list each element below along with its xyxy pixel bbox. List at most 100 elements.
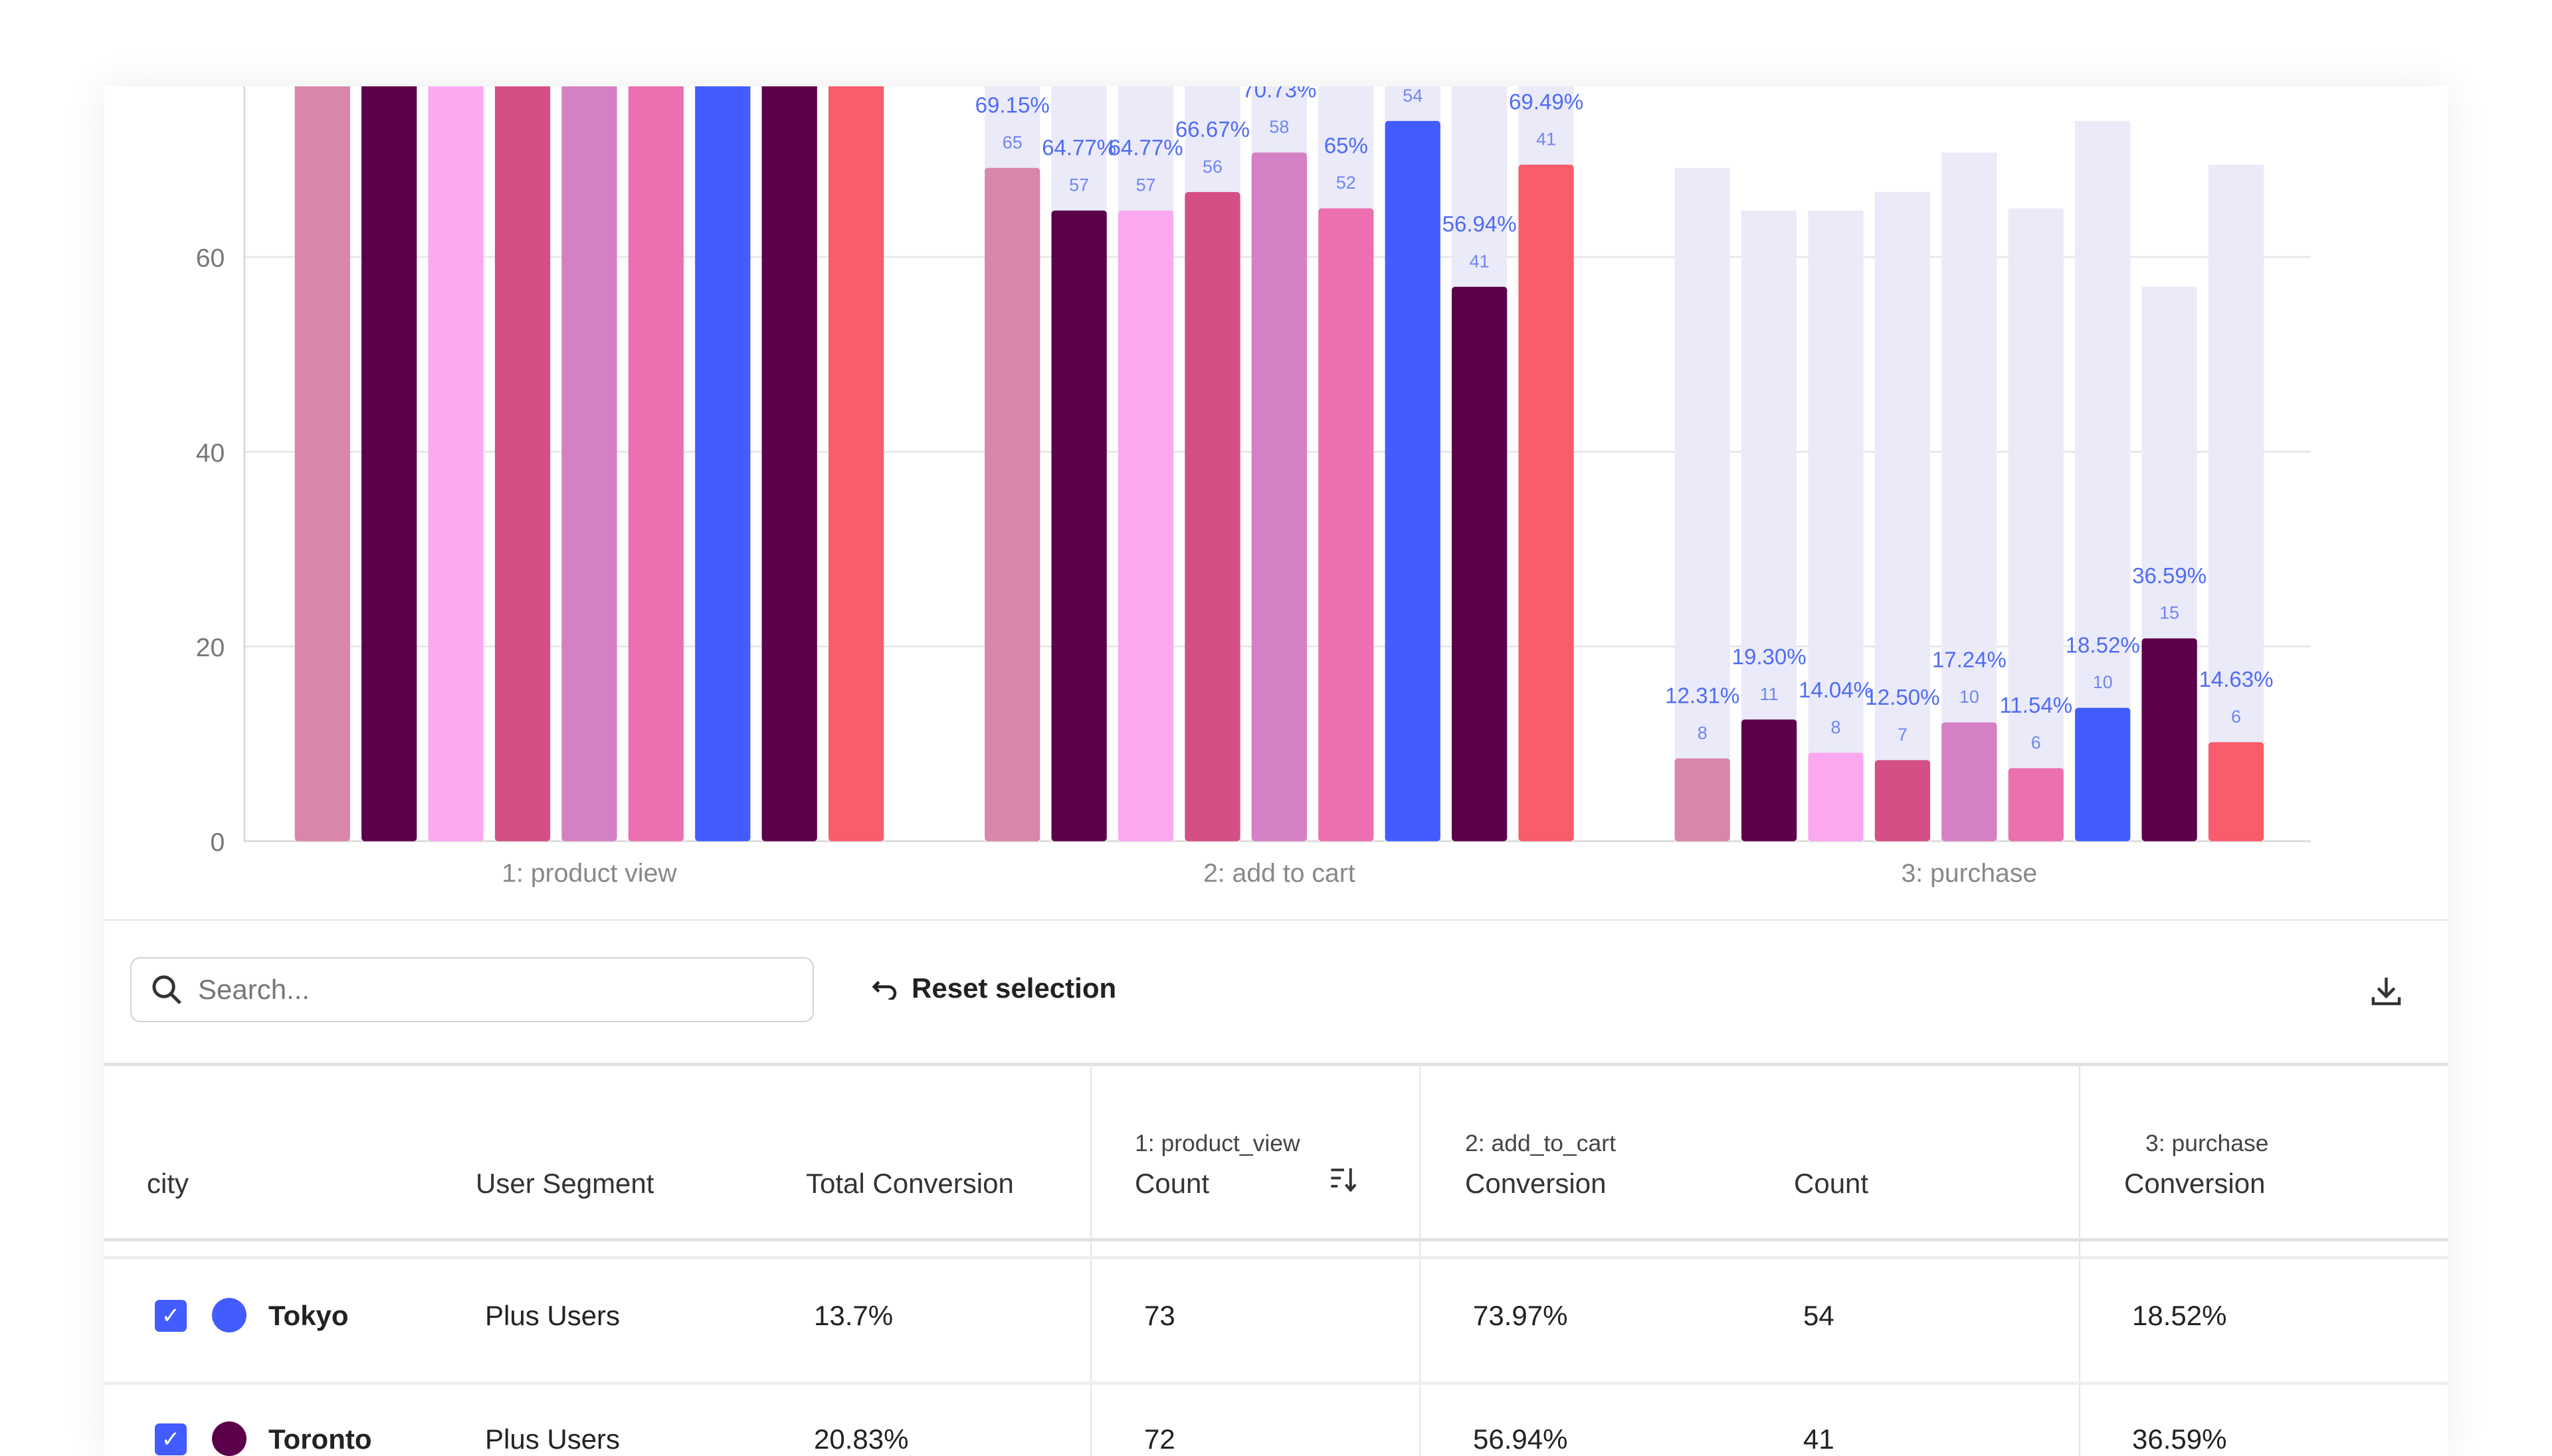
- bar: [1051, 211, 1107, 842]
- bar: [985, 167, 1040, 842]
- table-top-border: [104, 1063, 2448, 1066]
- segment-cell: Plus Users: [485, 1423, 621, 1455]
- bar: [2075, 707, 2131, 842]
- y-tick-label: 0: [211, 828, 225, 857]
- row-checkbox[interactable]: ✓: [155, 1423, 187, 1455]
- count-label: 58: [1269, 117, 1289, 137]
- count-label: 57: [1136, 175, 1156, 195]
- bar: [1741, 719, 1797, 842]
- bar: [628, 86, 684, 842]
- total-cell: 13.7%: [814, 1300, 894, 1331]
- conversion-label: 12.50%: [1865, 685, 1939, 710]
- series-color-dot: [212, 1298, 246, 1332]
- bar: [1318, 208, 1374, 842]
- count-label: 41: [1536, 129, 1556, 149]
- c1-cell: 72: [1144, 1423, 1175, 1455]
- group-header-product-view: 1: product_view: [1135, 1130, 1300, 1156]
- conversion-label: 12.31%: [1665, 683, 1739, 708]
- previous-step-bar: [1874, 192, 1931, 842]
- count-label: 15: [2159, 603, 2179, 623]
- funnel-card: 0 20 40 60 1: product view 2: add to cart 69.1…: [104, 86, 2448, 1456]
- download-icon[interactable]: [2370, 974, 2403, 1007]
- bar: [2208, 742, 2264, 842]
- conversion-label: 66.67%: [1175, 118, 1250, 142]
- column-header-conversion-3[interactable]: Conversion: [2124, 1168, 2266, 1199]
- conv3-cell: 18.52%: [2132, 1300, 2227, 1331]
- previous-step-bar: [2008, 208, 2064, 842]
- conversion-label: 70.73%: [1242, 86, 1316, 102]
- count-label: 65: [1003, 132, 1023, 152]
- conversion-label: 14.04%: [1799, 678, 1873, 703]
- group-header-purchase: 3: purchase: [2145, 1130, 2269, 1156]
- column-header-user-segment[interactable]: User Segment: [476, 1168, 654, 1199]
- row-border: [104, 1382, 2448, 1385]
- bar: [1185, 192, 1240, 842]
- column-divider: [1419, 1063, 1421, 1456]
- row-border: [104, 1256, 2448, 1259]
- bar: [828, 86, 884, 842]
- city-cell: Toronto: [268, 1423, 372, 1455]
- row-checkbox[interactable]: ✓: [155, 1300, 187, 1332]
- conversion-label: 18.52%: [2066, 633, 2140, 658]
- search-input[interactable]: [197, 973, 784, 1006]
- column-divider: [1090, 1063, 1092, 1456]
- count-label: 6: [2231, 707, 2241, 727]
- conv3-cell: 36.59%: [2132, 1423, 2227, 1455]
- count-label: 7: [1898, 725, 1908, 745]
- sort-descending-icon[interactable]: [1329, 1165, 1359, 1194]
- count-label: 57: [1069, 175, 1089, 195]
- reset-selection-label: Reset selection: [912, 972, 1117, 1004]
- conversion-label: 69.49%: [1509, 90, 1583, 115]
- conversion-label: 11.54%: [1999, 693, 2072, 718]
- bar: [1941, 722, 1997, 842]
- bar: [494, 86, 551, 842]
- search-box[interactable]: [130, 957, 814, 1022]
- previous-step-bar: [1674, 167, 1730, 842]
- count-label: 6: [2031, 733, 2041, 753]
- conversion-label: 19.30%: [1732, 645, 1807, 670]
- header-bottom-border: [104, 1238, 2448, 1241]
- bar: [1452, 286, 1508, 842]
- count-label: 10: [2093, 672, 2113, 692]
- group-header-add-to-cart: 2: add_to_cart: [1465, 1130, 1616, 1156]
- column-header-total-conversion[interactable]: Total Conversion: [806, 1168, 1014, 1199]
- bar: [1385, 121, 1440, 842]
- bar: [561, 86, 617, 842]
- previous-step-bar: [1808, 211, 1864, 842]
- bar: [2141, 638, 2197, 842]
- column-header-count-1[interactable]: Count: [1135, 1168, 1210, 1199]
- divider: [104, 919, 2448, 921]
- bar: [294, 86, 350, 842]
- category-label: 3: purchase: [1902, 860, 2038, 888]
- conversion-label: 14.63%: [2199, 668, 2273, 692]
- c2-cell: 54: [1803, 1300, 1834, 1331]
- conv2-cell: 56.94%: [1473, 1423, 1568, 1455]
- column-divider: [2079, 1063, 2080, 1456]
- funnel-bar-chart: 0 20 40 60 1: product view 2: add to cart 69.1…: [196, 86, 2311, 888]
- bar: [1808, 753, 1864, 842]
- undo-icon: [872, 980, 897, 1000]
- count-label: 52: [1336, 173, 1356, 193]
- bar: [1251, 152, 1308, 842]
- count-label: 56: [1203, 157, 1223, 177]
- bar: [1674, 758, 1730, 842]
- bar: [1118, 211, 1174, 842]
- count-label: 8: [1831, 717, 1841, 737]
- conversion-label: 64.77%: [1109, 136, 1183, 161]
- category-label: 1: product view: [502, 860, 677, 888]
- count-label: 10: [1959, 687, 1979, 707]
- segment-cell: Plus Users: [485, 1300, 621, 1331]
- series-color-dot: [212, 1421, 246, 1456]
- column-header-city[interactable]: city: [147, 1168, 189, 1199]
- c2-cell: 41: [1803, 1423, 1834, 1455]
- column-header-count-2[interactable]: Count: [1794, 1168, 1869, 1199]
- conv2-cell: 73.97%: [1473, 1300, 1568, 1331]
- city-cell: Tokyo: [268, 1300, 349, 1331]
- reset-selection-button[interactable]: Reset selection: [872, 972, 1116, 1005]
- count-label: 8: [1698, 723, 1708, 743]
- category-label: 2: add to cart: [1203, 860, 1355, 888]
- c1-cell: 73: [1144, 1300, 1175, 1331]
- y-tick-label: 60: [196, 244, 225, 273]
- count-label: 11: [1760, 684, 1779, 704]
- column-header-conversion-2[interactable]: Conversion: [1465, 1168, 1607, 1199]
